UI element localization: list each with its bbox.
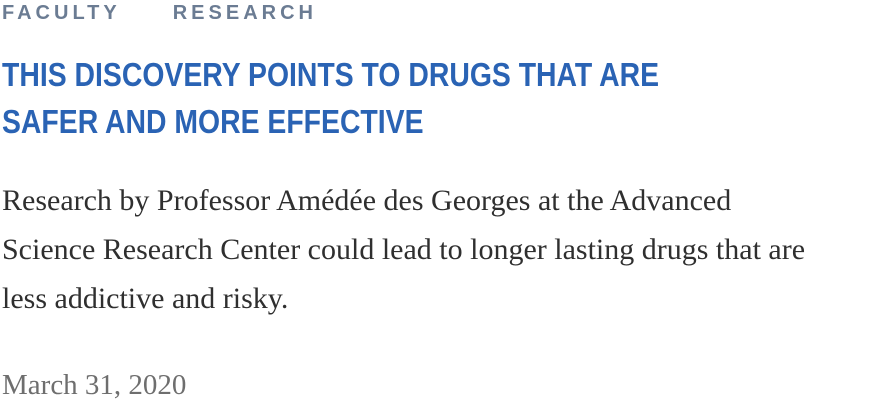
category-tag-research[interactable]: RESEARCH bbox=[172, 2, 317, 24]
headline-line: THIS DISCOVERY POINTS TO DRUGS THAT ARE bbox=[2, 56, 660, 93]
summary-line: Research by Professor Amédée des Georges… bbox=[2, 184, 732, 217]
summary-line: less addictive and risky. bbox=[2, 282, 289, 315]
category-tag-faculty[interactable]: FACULTY bbox=[2, 2, 121, 24]
article-headline-link[interactable]: THIS DISCOVERY POINTS TO DRUGS THAT ARE … bbox=[2, 51, 742, 145]
headline-line: SAFER AND MORE EFFECTIVE bbox=[2, 103, 424, 140]
category-tags: FACULTY RESEARCH bbox=[2, 0, 317, 26]
article-summary: Research by Professor Amédée des Georges… bbox=[2, 176, 874, 323]
publish-date: March 31, 2020 bbox=[2, 369, 187, 401]
summary-line: Science Research Center could lead to lo… bbox=[2, 233, 806, 266]
